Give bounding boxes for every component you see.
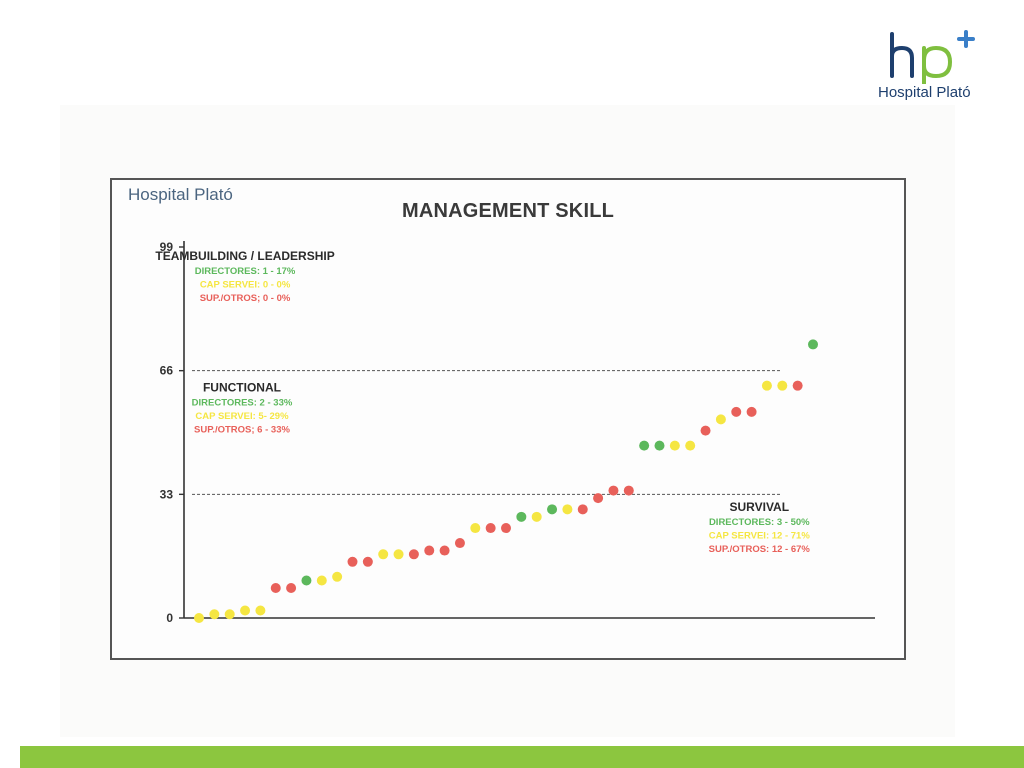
data-points bbox=[194, 339, 818, 623]
data-point bbox=[593, 493, 604, 504]
y-tick-label: 99 bbox=[160, 240, 174, 254]
chart-brand: Hospital Plató bbox=[128, 185, 233, 204]
data-point bbox=[424, 545, 435, 556]
data-point bbox=[562, 504, 573, 515]
data-point bbox=[669, 440, 680, 451]
logo-name: Hospital Plató bbox=[878, 84, 971, 101]
chart-frame: Hospital Plató MANAGEMENT SKILL bbox=[110, 178, 906, 660]
data-point bbox=[194, 613, 204, 623]
chart-title: MANAGEMENT SKILL bbox=[401, 200, 615, 222]
data-point bbox=[378, 549, 389, 560]
annotation-line: DIRECTORES: 2 - 33% bbox=[192, 397, 293, 408]
data-point bbox=[393, 549, 404, 560]
data-point bbox=[439, 545, 450, 556]
data-point bbox=[454, 538, 465, 549]
data-point bbox=[577, 504, 588, 515]
data-point bbox=[792, 380, 803, 391]
data-point bbox=[746, 406, 757, 417]
data-point bbox=[224, 609, 235, 620]
data-point bbox=[700, 425, 711, 436]
annotation-line: CAP SERVEI: 12 - 71% bbox=[709, 531, 811, 542]
footer-bar bbox=[20, 746, 1024, 768]
annotation-line: SUP./OTROS; 6 - 33% bbox=[194, 424, 290, 435]
data-point bbox=[501, 523, 511, 534]
y-tick-label: 0 bbox=[166, 611, 173, 625]
data-point bbox=[316, 575, 327, 586]
data-point bbox=[608, 485, 619, 496]
annotation-heading: FUNCTIONAL bbox=[203, 380, 281, 394]
annotation-line: CAP SERVEI: 0 - 0% bbox=[200, 280, 291, 291]
data-point bbox=[286, 583, 297, 594]
annotation-heading: SURVIVAL bbox=[729, 500, 789, 514]
y-tick-label: 66 bbox=[160, 364, 174, 378]
data-point bbox=[255, 605, 266, 616]
annotation-line: SUP./OTROS; 0 - 0% bbox=[200, 293, 291, 304]
data-point bbox=[654, 440, 665, 451]
data-point bbox=[531, 511, 542, 522]
annotations: TEAMBUILDING / LEADERSHIP DIRECTORES: 1 -… bbox=[155, 249, 810, 555]
data-point bbox=[685, 440, 696, 451]
annotation-line: CAP SERVEI: 5- 29% bbox=[195, 411, 289, 422]
annotation-line: SUP./OTROS: 12 - 67% bbox=[709, 544, 811, 555]
data-point bbox=[408, 549, 419, 560]
data-point bbox=[270, 583, 281, 594]
data-point bbox=[516, 511, 527, 522]
data-point bbox=[240, 605, 251, 616]
data-point bbox=[623, 485, 634, 496]
data-point bbox=[715, 414, 726, 425]
data-point bbox=[362, 556, 373, 567]
data-point bbox=[761, 380, 772, 391]
axes: 0 33 66 99 bbox=[160, 240, 875, 625]
data-point bbox=[485, 523, 496, 534]
data-point bbox=[332, 571, 343, 582]
data-point bbox=[777, 380, 788, 391]
annotation-heading: TEAMBUILDING / LEADERSHIP bbox=[155, 249, 334, 263]
data-point bbox=[808, 339, 818, 350]
data-point bbox=[301, 575, 312, 586]
annotation-line: DIRECTORES: 3 - 50% bbox=[709, 517, 810, 528]
y-tick-label: 33 bbox=[160, 487, 174, 501]
annotation-line: DIRECTORES: 1 - 17% bbox=[195, 266, 296, 277]
data-point bbox=[639, 440, 650, 451]
hp-monogram-icon bbox=[890, 30, 975, 84]
hospital-plato-logo: Hospital Plató bbox=[872, 30, 992, 110]
data-point bbox=[547, 504, 558, 515]
data-point bbox=[209, 609, 220, 620]
data-point bbox=[731, 406, 742, 417]
reference-lines bbox=[192, 370, 780, 495]
data-point bbox=[347, 556, 358, 567]
data-point bbox=[470, 523, 481, 534]
